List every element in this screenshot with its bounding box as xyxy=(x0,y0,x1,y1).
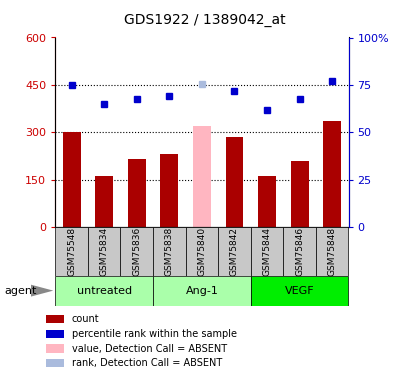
Bar xyxy=(46,315,64,323)
Bar xyxy=(160,154,178,227)
Bar xyxy=(153,276,250,306)
Bar xyxy=(120,227,153,276)
Text: VEGF: VEGF xyxy=(284,286,314,296)
Bar xyxy=(46,330,64,338)
Bar xyxy=(193,126,210,227)
Bar xyxy=(153,227,185,276)
Text: agent: agent xyxy=(4,286,36,296)
Bar xyxy=(95,176,113,227)
Text: GSM75848: GSM75848 xyxy=(327,226,336,276)
Text: value, Detection Call = ABSENT: value, Detection Call = ABSENT xyxy=(72,344,226,354)
Text: Ang-1: Ang-1 xyxy=(185,286,218,296)
Polygon shape xyxy=(31,285,53,297)
Bar xyxy=(63,132,81,227)
Bar xyxy=(218,227,250,276)
Text: GSM75840: GSM75840 xyxy=(197,226,206,276)
Text: GSM75838: GSM75838 xyxy=(164,226,173,276)
Bar xyxy=(88,227,120,276)
Text: GSM75842: GSM75842 xyxy=(229,227,238,276)
Text: untreated: untreated xyxy=(76,286,131,296)
Bar xyxy=(315,227,348,276)
Text: GDS1922 / 1389042_at: GDS1922 / 1389042_at xyxy=(124,13,285,27)
Bar xyxy=(55,227,88,276)
Text: GSM75844: GSM75844 xyxy=(262,227,271,276)
Bar xyxy=(46,359,64,368)
Bar xyxy=(46,344,64,352)
Bar xyxy=(225,137,243,227)
Bar xyxy=(128,159,145,227)
Text: GSM75834: GSM75834 xyxy=(99,226,108,276)
Bar xyxy=(55,276,153,306)
Text: rank, Detection Call = ABSENT: rank, Detection Call = ABSENT xyxy=(72,358,221,368)
Text: GSM75846: GSM75846 xyxy=(294,226,303,276)
Text: count: count xyxy=(72,314,99,324)
Bar xyxy=(250,227,283,276)
Bar xyxy=(185,227,218,276)
Bar xyxy=(283,227,315,276)
Text: percentile rank within the sample: percentile rank within the sample xyxy=(72,329,236,339)
Text: GSM75548: GSM75548 xyxy=(67,226,76,276)
Bar xyxy=(290,160,308,227)
Bar xyxy=(250,276,348,306)
Text: GSM75836: GSM75836 xyxy=(132,226,141,276)
Bar xyxy=(322,121,340,227)
Bar xyxy=(258,176,275,227)
